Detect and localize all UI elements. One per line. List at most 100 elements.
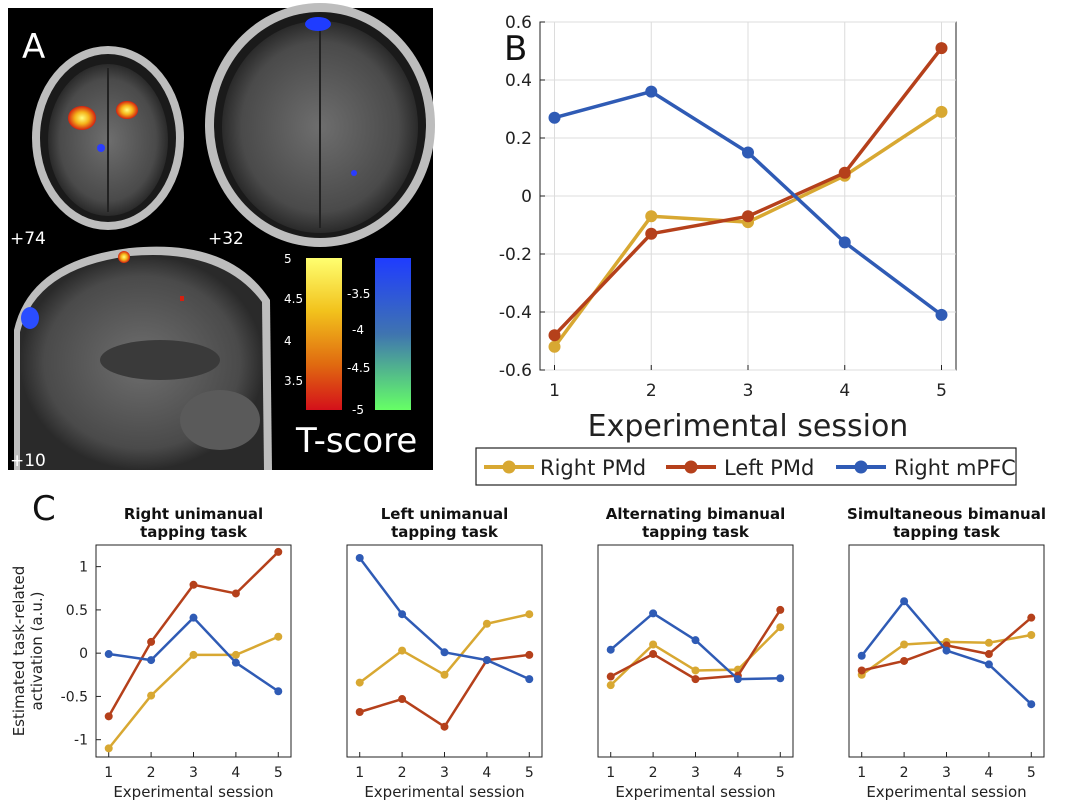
data-point-left-pmd — [857, 666, 866, 675]
data-point-left-pmd — [104, 712, 113, 721]
panel-c-1-x-tick-label: 1 — [104, 765, 113, 781]
data-point-right-mpfc — [942, 646, 951, 655]
panel-c-3-x-tick-label: 3 — [691, 765, 700, 781]
panel-c-3-x-tick-label: 1 — [606, 765, 615, 781]
data-point-right-mpfc — [742, 146, 754, 159]
legend-label-right-mpfc: Right mPFC — [894, 456, 1016, 480]
warm-colorbar — [306, 258, 342, 410]
colorbar-title: T-score — [295, 421, 417, 461]
panel-c-3-x-tick-label: 5 — [776, 765, 785, 781]
data-point-right-mpfc — [900, 597, 909, 606]
data-point-right-pmd — [440, 670, 449, 679]
data-point-right-mpfc — [525, 675, 534, 684]
data-point-left-pmd — [1027, 613, 1036, 622]
panel-b-series-left-pmd — [548, 42, 948, 342]
panel-c-1-y-tick-label: -0.5 — [61, 689, 88, 705]
data-point-left-pmd — [984, 650, 993, 659]
panel-b-x-tick-label: 1 — [549, 381, 560, 401]
data-point-right-mpfc — [606, 645, 615, 654]
data-point-right-mpfc — [440, 648, 449, 657]
panel-c-4-series-right-mpfc — [857, 597, 1036, 709]
panel-c-2-x-tick-label: 5 — [525, 765, 534, 781]
slice-label-74: +74 — [10, 229, 46, 249]
panel-b-y-tick-label: 0.6 — [505, 13, 532, 33]
deactivation-blob — [21, 307, 39, 329]
data-point-right-mpfc — [776, 674, 785, 683]
data-point-right-mpfc — [355, 553, 364, 562]
deactivation-blob — [305, 17, 331, 31]
panel-c-2-x-tick-label: 1 — [355, 765, 364, 781]
panel-c-3-x-tick-label: 4 — [733, 765, 742, 781]
panel-c-1-y-axis-title: Estimated task-relatedactivation (a.u.) — [10, 566, 46, 737]
data-point-left-pmd — [606, 672, 615, 681]
panel-c-2-x-tick-label: 4 — [482, 765, 491, 781]
data-point-right-mpfc — [691, 636, 700, 645]
panel-c-2-series-right-pmd — [355, 610, 534, 687]
panel-c-4-title: Simultaneous bimanual tapping task — [847, 505, 1046, 541]
sagittal-slice — [14, 246, 272, 470]
brain-panel: A +74 +32 +10 5 4.5 4 3.5 -3.5 -4 -4.5 -… — [8, 3, 435, 471]
data-point-right-pmd — [645, 210, 658, 223]
data-point-right-pmd — [355, 678, 364, 687]
deactivation-blob — [97, 144, 105, 152]
activation-blob — [116, 101, 138, 119]
panel-c-1-x-tick-label: 2 — [147, 765, 156, 781]
data-point-left-pmd — [776, 605, 785, 614]
cool-tick-3-5: -3.5 — [347, 287, 370, 301]
data-point-right-mpfc — [147, 656, 156, 665]
data-point-right-pmd — [189, 650, 198, 659]
panel-c-4-x-tick-label: 4 — [984, 765, 993, 781]
legend-marker-left-pmd — [684, 460, 698, 474]
panel-b-y-tick-label: 0 — [521, 187, 532, 207]
data-point-right-pmd — [274, 632, 283, 641]
legend-label-right-pmd: Right PMd — [540, 456, 646, 480]
panel-b-y-tick-label: 0.2 — [505, 129, 532, 149]
axial-slice-middle — [205, 3, 435, 247]
data-point-right-pmd — [984, 638, 993, 647]
data-point-right-mpfc — [857, 651, 866, 660]
data-point-left-pmd — [691, 675, 700, 684]
panel-c-1-x-tick-label: 5 — [274, 765, 283, 781]
panel-c-1-x-tick-label: 3 — [189, 765, 198, 781]
data-point-right-pmd — [548, 340, 561, 353]
data-point-right-mpfc — [189, 613, 198, 622]
panel-c-2-x-tick-label: 3 — [440, 765, 449, 781]
data-point-right-pmd — [649, 640, 658, 649]
data-point-right-mpfc — [1027, 700, 1036, 709]
panel-label-c: C — [32, 489, 56, 529]
data-point-right-mpfc — [398, 610, 407, 619]
data-point-right-mpfc — [482, 656, 491, 665]
data-point-right-mpfc — [733, 675, 742, 684]
data-point-left-pmd — [231, 589, 240, 598]
panel-c-4-x-tick-label: 5 — [1027, 765, 1036, 781]
data-point-right-pmd — [900, 640, 909, 649]
panel-c-1-y-tick-label: -1 — [74, 733, 88, 749]
panel-b-x-axis-title: Experimental session — [588, 409, 909, 444]
legend: Right PMd Left PMd Right mPFC — [475, 447, 1017, 486]
activation-blob — [68, 106, 96, 130]
cool-tick-5: -5 — [352, 403, 364, 417]
panel-b-x-tick-label: 3 — [743, 381, 754, 401]
panel-c-2-title: Left unimanual tapping task — [381, 505, 509, 541]
panel-label-a: A — [22, 27, 45, 67]
data-point-left-pmd — [649, 650, 658, 659]
panel-c-4-x-axis-title: Experimental session — [866, 783, 1026, 801]
legend-marker-right-pmd — [502, 460, 516, 474]
panel-c-3-x-tick-label: 2 — [649, 765, 658, 781]
cool-tick-4-5: -4.5 — [347, 361, 370, 375]
data-point-left-pmd — [838, 166, 851, 179]
panel-c-4-x-tick-label: 1 — [857, 765, 866, 781]
panel-b-plot: 1 2 3 4 5 -0.6 -0.4 -0.2 0 0.2 0.4 0.6 Experimental … — [499, 13, 957, 444]
panel-c-1-title: Right unimanual tapping task — [124, 505, 263, 541]
panel-c-1-y-tick-label: 1 — [79, 560, 88, 576]
data-point-right-mpfc — [935, 308, 948, 321]
data-point-right-pmd — [935, 105, 948, 118]
panel-b-x-tick-label: 4 — [839, 381, 850, 401]
data-point-right-pmd — [691, 666, 700, 675]
data-point-right-pmd — [1027, 630, 1036, 639]
panel-c-3-title: Alternating bimanual tapping task — [606, 505, 786, 541]
